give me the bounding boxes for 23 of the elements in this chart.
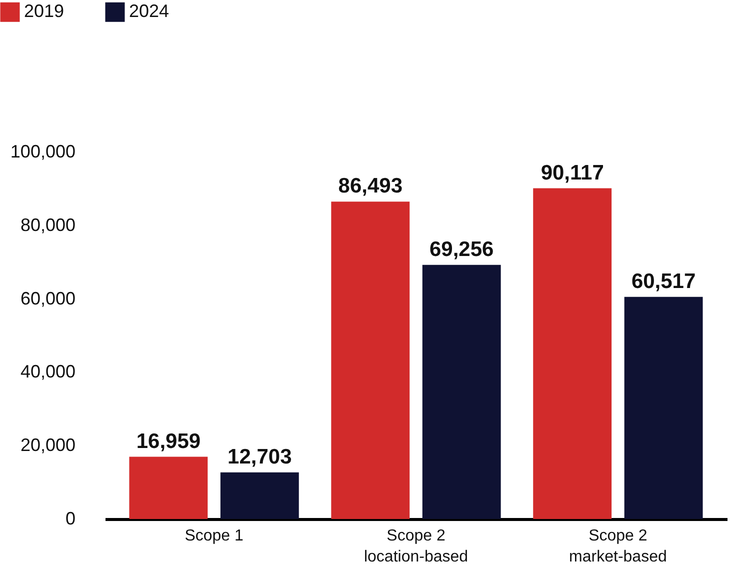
data-label: 60,517 xyxy=(631,270,696,293)
y-tick-label: 60,000 xyxy=(20,288,76,308)
y-tick-label: 0 xyxy=(65,508,76,528)
y-tick-label: 80,000 xyxy=(20,214,76,235)
y-tick-label: 100,000 xyxy=(10,142,76,162)
data-label: 86,493 xyxy=(338,174,403,198)
data-label: 16,959 xyxy=(136,430,201,453)
x-tick-label: Scope 2 market-based xyxy=(569,528,667,566)
bar xyxy=(533,188,612,519)
bar xyxy=(422,264,501,519)
legend-label: 2019 xyxy=(24,1,64,22)
data-label: 90,117 xyxy=(540,161,604,184)
bar xyxy=(220,472,299,519)
y-tick-label: 40,000 xyxy=(20,362,76,382)
x-tick-label: Scope 2 location-based xyxy=(364,528,468,566)
y-tick-label: 20,000 xyxy=(20,435,76,456)
bar xyxy=(624,296,703,519)
bar xyxy=(129,456,208,519)
legend-label: 2024 xyxy=(129,1,170,22)
data-label: 12,703 xyxy=(228,445,292,468)
bar xyxy=(331,202,410,519)
data-label: 69,256 xyxy=(429,238,494,261)
x-tick-label: Scope 1 xyxy=(184,528,244,544)
